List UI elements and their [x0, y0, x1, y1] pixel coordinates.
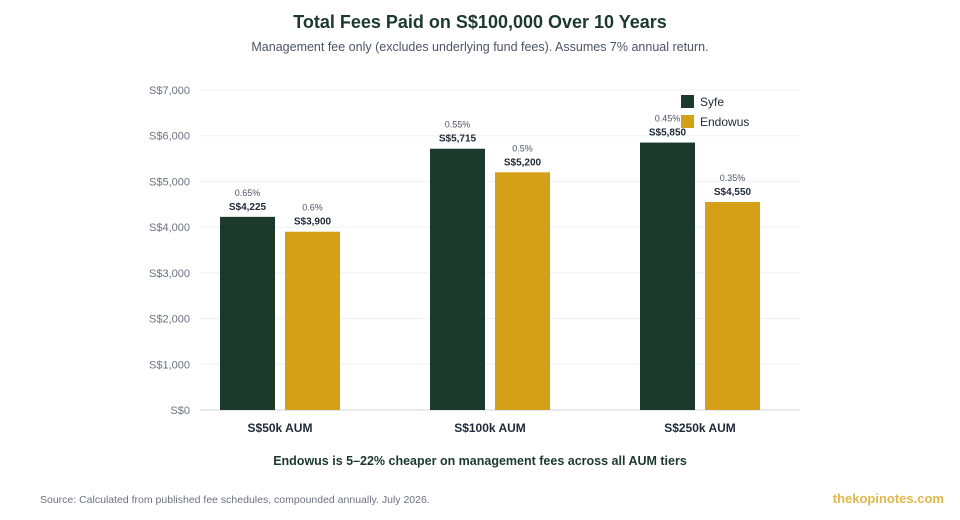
bar-rate-label: 0.45% — [655, 114, 681, 124]
bar-endowus — [285, 231, 340, 410]
bar-value-label: S$3,900 — [294, 217, 332, 228]
bar-value-label: S$5,200 — [504, 157, 542, 168]
bar-rate-label: 0.65% — [235, 188, 261, 198]
source-note: Source: Calculated from published fee sc… — [40, 494, 430, 506]
bar-value-label: S$4,550 — [714, 187, 752, 198]
bar-value-label: S$4,225 — [229, 202, 267, 213]
y-tick-label: S$2,000 — [149, 314, 190, 326]
legend-swatch — [681, 115, 694, 128]
y-tick-label: S$1,000 — [149, 359, 190, 371]
bar-syfe — [220, 216, 275, 410]
bar-syfe — [640, 142, 695, 411]
y-tick-label: S$7,000 — [149, 85, 190, 97]
y-tick-label: S$0 — [170, 405, 190, 417]
legend-label: Endowus — [700, 115, 749, 129]
bar-rate-label: 0.55% — [445, 120, 471, 130]
bar-rate-label: 0.5% — [512, 143, 533, 153]
bar-value-label: S$5,715 — [439, 134, 477, 145]
chart-subtitle: Management fee only (excludes underlying… — [251, 40, 709, 54]
chart-takeaway: Endowus is 5–22% cheaper on management f… — [273, 454, 687, 468]
y-tick-label: S$5,000 — [149, 176, 190, 188]
bar-syfe — [430, 148, 485, 410]
bar-endowus — [705, 202, 760, 410]
legend-swatch — [681, 95, 694, 108]
brand-link[interactable]: thekopinotes.com — [832, 491, 944, 506]
legend-label: Syfe — [700, 95, 724, 109]
y-tick-label: S$3,000 — [149, 268, 190, 280]
x-category-label: S$100k AUM — [454, 421, 526, 435]
x-category-label: S$250k AUM — [664, 421, 736, 435]
bar-value-label: S$5,850 — [649, 128, 687, 139]
x-category-label: S$50k AUM — [248, 421, 313, 435]
bar-endowus — [495, 172, 550, 410]
y-tick-label: S$4,000 — [149, 222, 190, 234]
bar-rate-label: 0.6% — [302, 203, 323, 213]
chart-title: Total Fees Paid on S$100,000 Over 10 Yea… — [293, 12, 667, 32]
bar-rate-label: 0.35% — [720, 173, 746, 183]
y-tick-label: S$6,000 — [149, 131, 190, 143]
